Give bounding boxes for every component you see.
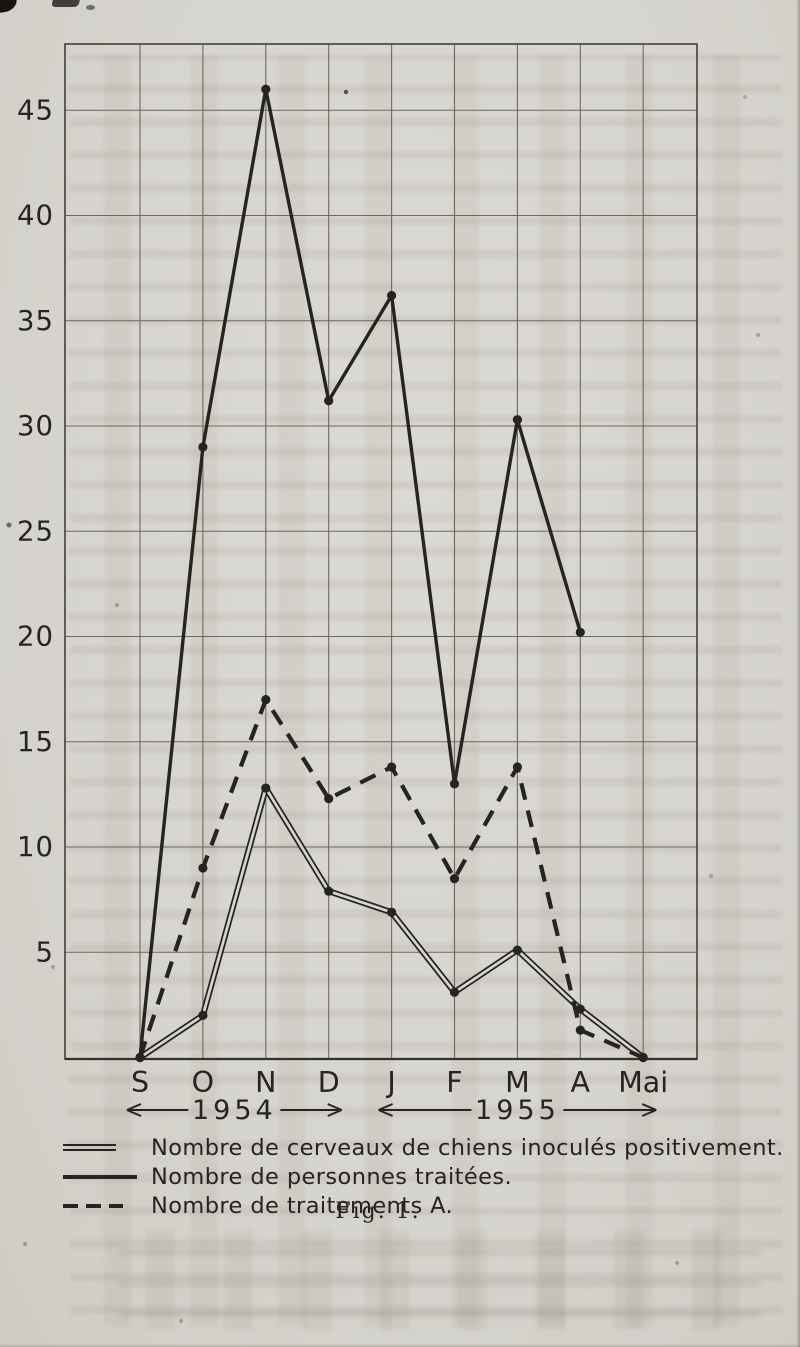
scan-artifact-mark: [51, 0, 80, 7]
legend-label: Nombre de personnes traitées.: [151, 1163, 513, 1190]
svg-text:5: 5: [36, 936, 55, 968]
legend-item: Nombre de traitements A.: [63, 1191, 683, 1220]
y-axis-tick-labels: 5 10 15 20 25 30 35 40 45: [17, 94, 55, 968]
data-point-dots: [135, 84, 648, 1063]
svg-text:F: F: [446, 1066, 462, 1099]
svg-text:Mai: Mai: [618, 1066, 668, 1099]
scan-artifact-mark: [86, 5, 95, 10]
svg-text:A: A: [571, 1066, 591, 1099]
legend-item: Nombre de personnes traitées.: [63, 1162, 683, 1191]
svg-text:35: 35: [17, 305, 54, 337]
dashed-line-legend-symbol: [63, 1203, 123, 1208]
figure-line-chart: 5 10 15 20 25 30 35 40 45 S O N D J F M A Mai 1954 1955: [17, 43, 698, 1126]
chart-grid: [64, 43, 698, 1061]
svg-text:J: J: [385, 1066, 395, 1099]
svg-text:30: 30: [17, 410, 54, 442]
scan-edge-shadow: [0, 1344, 800, 1347]
svg-text:10: 10: [17, 831, 54, 863]
svg-text:S: S: [131, 1066, 149, 1099]
series-solid-line: [138, 87, 582, 1058]
ink-bleed-texture-bottom: [120, 1230, 760, 1330]
svg-text:1954: 1954: [192, 1095, 277, 1126]
svg-text:20: 20: [17, 621, 54, 653]
legend-item: Nombre de cerveaux de chiens inoculés po…: [63, 1133, 783, 1162]
double-line-legend-symbol: [63, 1144, 116, 1151]
svg-text:1955: 1955: [475, 1095, 560, 1126]
legend-label: Nombre de cerveaux de chiens inoculés po…: [151, 1134, 784, 1161]
svg-text:M: M: [505, 1066, 530, 1099]
scan-speckles: [0, 0, 2, 2]
svg-text:45: 45: [17, 94, 54, 126]
svg-text:15: 15: [17, 726, 54, 758]
scan-edge-shadow: [796, 0, 800, 1347]
chart-legend: Nombre de cerveaux de chiens inoculés po…: [63, 1133, 783, 1220]
svg-text:25: 25: [17, 515, 54, 547]
x-axis-month-labels: S O N D J F M A Mai: [131, 1066, 668, 1099]
svg-text:D: D: [318, 1066, 340, 1099]
svg-text:N: N: [255, 1066, 276, 1099]
solid-line-legend-symbol: [63, 1174, 137, 1179]
legend-label: Nombre de traitements A.: [151, 1192, 454, 1219]
figure-caption: Fig. 1.: [335, 1199, 421, 1224]
year-span-arrows: 1954 1955: [126, 1095, 657, 1126]
svg-text:40: 40: [17, 200, 54, 232]
svg-text:O: O: [192, 1066, 214, 1099]
